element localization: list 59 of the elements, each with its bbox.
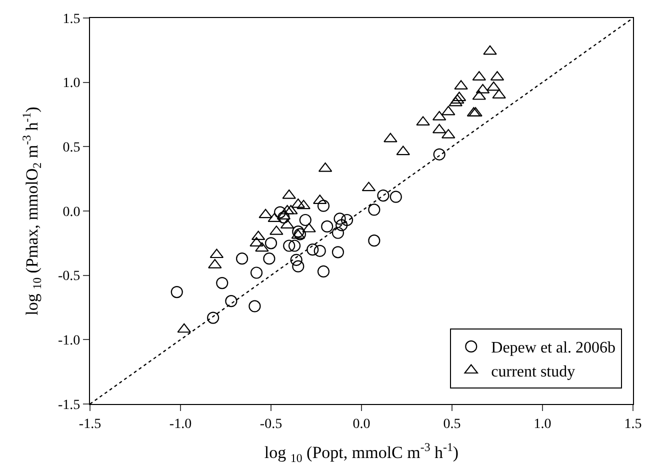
point bbox=[250, 266, 263, 279]
point bbox=[255, 242, 269, 252]
point bbox=[306, 244, 319, 256]
point bbox=[483, 45, 497, 55]
y-tick-label: 0.5 bbox=[62, 140, 80, 156]
point bbox=[216, 277, 228, 290]
y-tick-label: 1.0 bbox=[62, 76, 80, 92]
x-tick-label: -1.5 bbox=[78, 416, 102, 432]
point bbox=[384, 132, 398, 142]
x-tick-label: -0.5 bbox=[260, 416, 282, 432]
point bbox=[416, 116, 430, 126]
y-tick-label: -1.5 bbox=[58, 398, 80, 413]
point bbox=[225, 295, 238, 308]
point bbox=[248, 300, 261, 312]
point bbox=[284, 204, 298, 214]
point bbox=[278, 211, 290, 224]
x-tick-label: 0.5 bbox=[443, 416, 461, 432]
point bbox=[170, 286, 183, 298]
point bbox=[263, 252, 276, 265]
y-tick-label: -1.0 bbox=[58, 334, 80, 349]
point bbox=[274, 206, 286, 218]
x-tick-label: 1.5 bbox=[624, 416, 642, 432]
point bbox=[377, 190, 390, 202]
x-tick-label: -1.0 bbox=[169, 416, 192, 432]
point bbox=[288, 240, 301, 252]
y-tick-label: 1.5 bbox=[62, 12, 80, 27]
point bbox=[294, 228, 306, 240]
point bbox=[317, 265, 330, 278]
point bbox=[236, 252, 248, 265]
point bbox=[450, 94, 464, 104]
point bbox=[433, 148, 446, 160]
y-tick-label: 0.0 bbox=[62, 204, 80, 220]
point bbox=[336, 219, 348, 232]
point bbox=[314, 244, 326, 257]
point bbox=[390, 190, 402, 203]
point bbox=[317, 200, 330, 212]
point bbox=[283, 240, 296, 252]
point bbox=[332, 226, 344, 239]
point bbox=[290, 254, 302, 266]
point bbox=[264, 237, 278, 250]
point bbox=[321, 220, 334, 232]
point bbox=[340, 214, 354, 226]
point bbox=[368, 204, 380, 216]
legend-label: current study bbox=[491, 364, 576, 380]
point bbox=[258, 208, 272, 218]
point bbox=[368, 234, 380, 247]
point bbox=[302, 222, 316, 232]
point bbox=[332, 246, 344, 258]
point bbox=[299, 214, 312, 226]
point bbox=[292, 226, 304, 238]
legend-label: Depew et al. 2006b bbox=[491, 340, 616, 357]
y-tick-label: -0.5 bbox=[58, 269, 80, 284]
point bbox=[207, 312, 220, 324]
x-tick-label: 0.0 bbox=[352, 416, 370, 432]
point bbox=[334, 212, 346, 225]
point bbox=[296, 200, 310, 210]
point bbox=[292, 260, 304, 272]
x-axis-title: log $_{10}$ (Popt, mmolC m$^{-3}$ h$^{-1}$) bbox=[264, 440, 459, 465]
x-tick-label: 1.0 bbox=[534, 416, 552, 432]
